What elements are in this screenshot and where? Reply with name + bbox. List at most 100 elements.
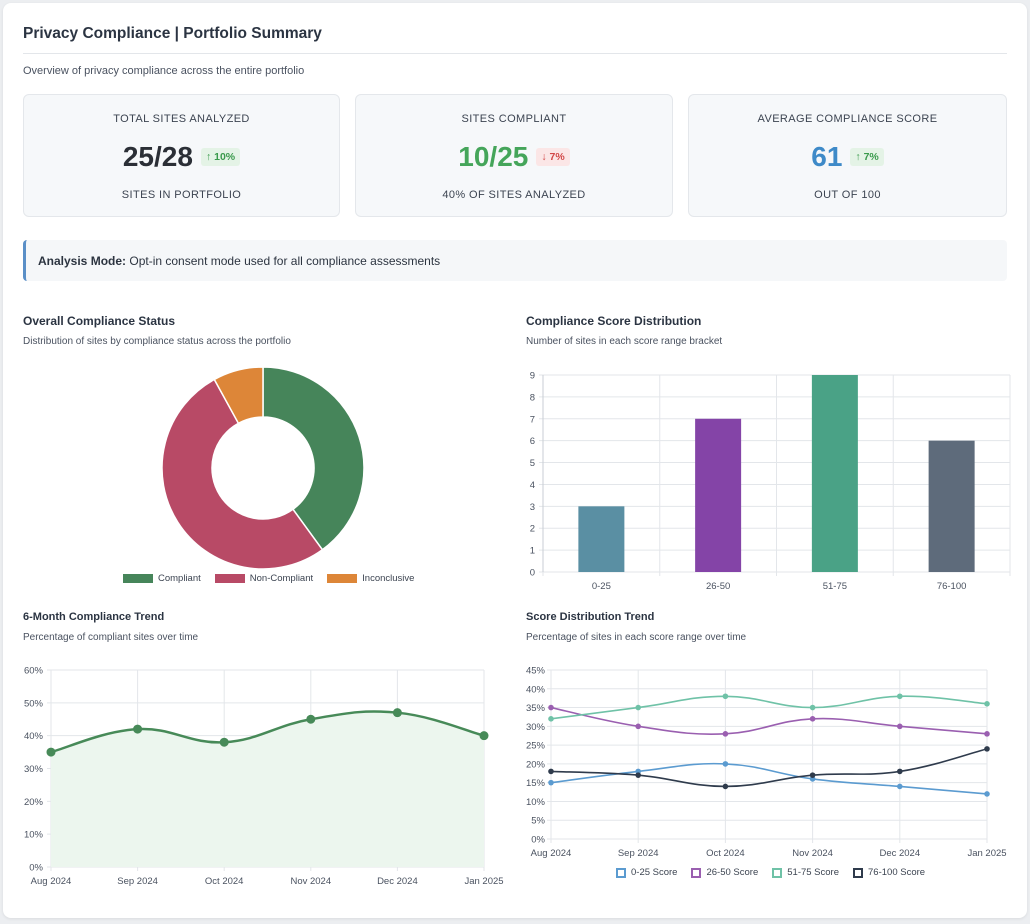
distribution-chart-title: Compliance Score Distribution: [526, 314, 702, 328]
series-line-51-75-score: [550, 695, 988, 720]
data-point: [635, 704, 641, 711]
kpi-card-total-sites: TOTAL SITES ANALYZED 25/28 ↑ 10% SITES I…: [23, 94, 340, 217]
legend-swatch: [214, 574, 245, 583]
notice-label: Analysis Mode:: [38, 254, 127, 268]
data-point: [809, 772, 816, 778]
data-point: [133, 724, 143, 734]
trend-chart-subtitle: Percentage of compliant sites over time: [23, 632, 199, 643]
kpi-label: TOTAL SITES ANALYZED: [113, 113, 250, 125]
kpi-card-average-score: AVERAGE COMPLIANCE SCORE 61 ↑ 7% OUT OF …: [688, 94, 1007, 217]
y-tick-label: 15%: [526, 778, 546, 789]
series-line-0-25-score: [550, 762, 988, 795]
data-point: [635, 723, 641, 730]
data-point: [548, 779, 554, 786]
legend-swatch: [327, 574, 358, 583]
kpi-value: 61: [811, 141, 843, 172]
y-tick-label: 40%: [526, 684, 546, 695]
y-tick-label: 10%: [24, 830, 44, 841]
legend-swatch: [616, 867, 626, 878]
y-tick-label: 0: [530, 568, 535, 579]
bar-26-50: [695, 418, 742, 572]
y-tick-label: 4: [530, 480, 535, 491]
data-point: [722, 783, 729, 790]
x-tick-label: Dec 2024: [879, 848, 920, 859]
kpi-card-sites-compliant: SITES COMPLIANT 10/25 ↓ 7% 40% OF SITES …: [355, 94, 673, 217]
legend-label: 76-100 Score: [868, 867, 926, 878]
page-subtitle: Overview of privacy compliance across th…: [23, 65, 305, 77]
x-tick-label: 76-100: [937, 581, 967, 592]
y-tick-label: 25%: [526, 741, 546, 752]
kpi-label: SITES COMPLIANT: [461, 113, 567, 125]
kpi-footer: SITES IN PORTFOLIO: [121, 189, 242, 201]
legend-label: 51-75 Score: [787, 867, 840, 878]
legend-label: Compliant: [158, 573, 201, 584]
trend-chart-title: 6-Month Compliance Trend: [23, 611, 165, 623]
y-tick-label: 40%: [24, 731, 44, 742]
legend-item-76-100[interactable]: 76-100 Score: [853, 867, 925, 878]
y-tick-label: 10%: [526, 797, 546, 808]
y-tick-label: 60%: [24, 666, 44, 677]
line-chart-legend: 0-25 Score 26-50 Score 51-75 Score 76-10…: [616, 867, 925, 878]
data-point: [809, 716, 816, 722]
data-point: [548, 768, 554, 775]
y-tick-label: 5%: [531, 816, 545, 827]
data-point: [897, 723, 903, 730]
x-tick-label: 26-50: [706, 581, 730, 592]
data-point: [548, 704, 554, 711]
series-line-26-50-score: [550, 706, 988, 735]
legend-label: 26-50 Score: [706, 867, 759, 878]
donut-slice-non-compliant: [161, 378, 324, 570]
y-tick-label: 45%: [526, 666, 546, 677]
bar-76-100: [928, 440, 975, 572]
data-point: [809, 704, 816, 711]
analysis-mode-notice: Analysis Mode: Opt-in consent mode used …: [23, 240, 1007, 281]
legend-item-26-50[interactable]: 26-50 Score: [691, 867, 758, 878]
trend-line: [50, 710, 485, 754]
legend-item-compliant[interactable]: Compliant: [123, 573, 201, 584]
x-tick-label: Dec 2024: [377, 876, 418, 887]
legend-item-inconclusive[interactable]: Inconclusive: [327, 573, 414, 584]
x-tick-label: Jan 2025: [967, 848, 1006, 859]
y-tick-label: 20%: [24, 797, 44, 808]
trend-badge: ↓ 7%: [536, 148, 570, 166]
y-tick-label: 6: [530, 436, 535, 447]
y-tick-label: 5: [530, 458, 535, 469]
legend-item-0-25[interactable]: 0-25 Score: [616, 867, 677, 878]
y-tick-label: 7: [530, 414, 535, 425]
trend-badge: ↑ 10%: [200, 148, 241, 166]
legend-item-non-compliant[interactable]: Non-Compliant: [214, 573, 313, 584]
status-chart-title: Overall Compliance Status: [23, 314, 176, 328]
x-tick-label: Oct 2024: [706, 848, 745, 859]
donut-slice-inconclusive: [213, 366, 264, 425]
data-point: [984, 791, 990, 797]
x-tick-label: Jan 2025: [464, 876, 503, 887]
score-distribution-bar-chart: 0 1 2 3 4 5 6 7 8 9 0-25 26-50 51-75 76-100: [530, 371, 1011, 592]
compliance-status-donut-chart: [161, 366, 365, 570]
legend-swatch: [691, 867, 702, 878]
y-tick-label: 8: [530, 392, 535, 403]
data-point: [392, 708, 402, 718]
x-tick-label: Nov 2024: [290, 876, 331, 887]
kpi-value: 25/28: [122, 141, 193, 172]
y-tick-label: 30%: [526, 722, 546, 733]
data-point: [219, 737, 229, 747]
data-point: [548, 716, 554, 722]
title-divider: [23, 53, 1007, 54]
bar-0-25: [578, 506, 625, 572]
distribution-chart-subtitle: Number of sites in each score range brac…: [526, 336, 723, 347]
data-point: [897, 768, 903, 775]
kpi-footer: 40% OF SITES ANALYZED: [442, 189, 586, 201]
data-point: [722, 693, 729, 700]
status-chart-subtitle: Distribution of sites by compliance stat…: [23, 336, 291, 347]
x-tick-label: Sep 2024: [117, 876, 158, 887]
y-tick-label: 50%: [24, 698, 44, 709]
data-point: [722, 731, 729, 737]
data-point: [897, 693, 903, 700]
x-tick-label: 0-25: [592, 581, 611, 592]
data-point: [897, 783, 903, 790]
data-point: [46, 747, 56, 757]
donut-legend: Compliant Non-Compliant Inconclusive: [123, 573, 414, 584]
legend-item-51-75[interactable]: 51-75 Score: [772, 867, 839, 878]
kpi-footer: OUT OF 100: [814, 189, 881, 201]
donut-slice-compliant: [262, 366, 365, 551]
